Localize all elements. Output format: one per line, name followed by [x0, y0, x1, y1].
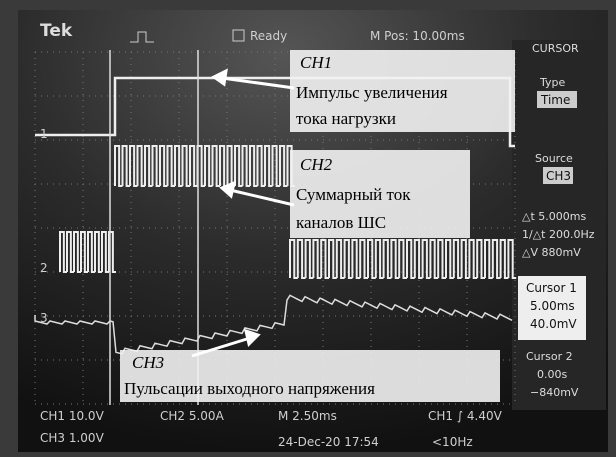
cursor1-time: 5.00ms [530, 299, 575, 313]
annotation-channel: CH1 [300, 53, 332, 72]
timestamp: 24-Dec-20 17:54 [278, 435, 379, 449]
menu-title: CURSOR [532, 42, 579, 55]
annotation-text: тока нагрузки [296, 109, 396, 128]
inverse-delta-t: 1/△t 200.0Hz [522, 228, 595, 241]
type-label: Type [539, 76, 565, 89]
ch1-scale: CH1 10.0V [40, 409, 105, 423]
cursor2-time: 0.00s [537, 368, 567, 381]
type-value: Time [540, 93, 570, 107]
position: M Pos: 10.00ms [370, 29, 465, 43]
ch3-scale: CH3 1.00V [40, 431, 105, 445]
annotation-text: каналов ШС [296, 213, 386, 232]
annotation-channel: CH2 [300, 155, 333, 174]
brand: Tek [40, 21, 73, 41]
source-label: Source [535, 152, 573, 165]
oscilloscope-photo: Tek Ready M Pos: 10.00ms CURSOR Type Tim… [0, 0, 616, 457]
source-value: CH3 [546, 169, 571, 183]
delta-v: △V 880mV [522, 246, 581, 259]
delta-t: △t 5.000ms [522, 210, 586, 223]
channel-marker: 2 [40, 261, 48, 275]
frequency: <10Hz [432, 435, 473, 449]
annotation-text: Пульсации выходного напряжения [124, 379, 375, 398]
cursor1-value: 40.0mV [530, 317, 577, 331]
cursor1-label: Cursor 1 [526, 281, 577, 295]
trigger: CH1 ∫ 4.40V [428, 409, 503, 423]
cursor2-label: Cursor 2 [526, 350, 573, 363]
timebase: M 2.50ms [278, 409, 337, 423]
channel-marker: 3 [40, 311, 48, 325]
annotation-channel: CH3 [132, 353, 164, 372]
ch2-scale: CH2 5.00A [160, 409, 225, 423]
annotation-text: Импульс увеличения [296, 83, 448, 102]
annotation-text: Суммарный ток [296, 185, 411, 204]
channel-marker: 1 [40, 127, 48, 141]
status: Ready [250, 29, 287, 43]
cursor2-value: −840mV [530, 386, 579, 399]
